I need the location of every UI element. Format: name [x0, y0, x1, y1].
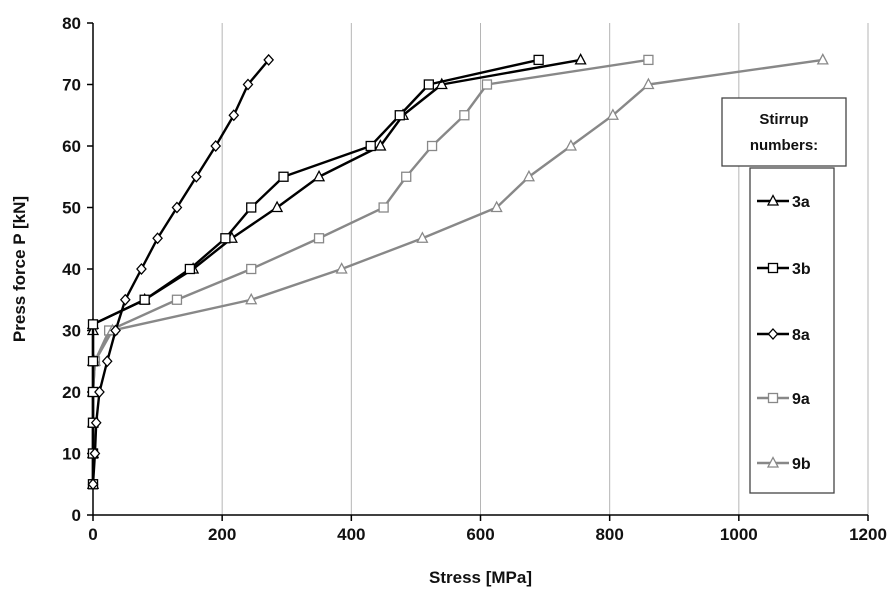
y-tick-label: 40: [62, 260, 81, 279]
x-tick-label: 1000: [720, 525, 758, 544]
x-tick-label: 400: [337, 525, 365, 544]
data-point-3b: [87, 319, 99, 330]
legend: Stirrup numbers: 3a 3b 8a 9a 9b: [721, 97, 847, 494]
data-point-8a: [94, 386, 105, 398]
legend-entry-8a: 8a: [757, 327, 810, 344]
data-point-9a: [481, 79, 493, 90]
data-point-9b: [522, 169, 536, 182]
data-point-8a: [87, 478, 99, 491]
data-point-3b: [423, 79, 434, 90]
legend-entry-9a: 9a: [757, 391, 810, 408]
data-point-9b: [490, 200, 503, 213]
data-point-3a: [312, 169, 326, 182]
data-point-3a: [270, 200, 284, 213]
legend-title-box: [721, 97, 847, 167]
data-point-3b: [220, 233, 231, 244]
data-point-8a: [152, 232, 163, 245]
legend-label-8a: 8a: [792, 327, 810, 344]
y-tick-label: 80: [62, 14, 81, 33]
legend-marker-3a: [766, 194, 780, 206]
x-axis-title: Stress [MPa]: [429, 568, 532, 587]
data-point-8a: [101, 355, 113, 368]
data-point-9a: [246, 263, 257, 275]
data-point-9a: [171, 294, 183, 305]
data-point-9a: [313, 233, 325, 244]
data-point-9b: [416, 231, 429, 243]
data-point-3b: [139, 294, 150, 305]
x-tick-label: 600: [466, 525, 494, 544]
x-tick-label: 200: [208, 525, 236, 544]
legend-marker-9a: [767, 392, 779, 404]
data-point-9b: [564, 139, 577, 151]
data-point-9a: [459, 110, 470, 121]
data-point-8a: [89, 447, 101, 460]
y-tick-label: 30: [62, 322, 81, 341]
legend-title-text: Stirrup: [759, 111, 808, 128]
series-8a: [87, 53, 275, 491]
legend-title-text: numbers:: [750, 137, 818, 154]
data-point-8a: [242, 78, 254, 91]
data-point-3b: [365, 140, 376, 152]
data-point-3a: [574, 53, 587, 65]
y-tick-label: 50: [62, 199, 81, 218]
y-axis-title: Press force P [kN]: [10, 196, 29, 342]
x-tick-label: 0: [88, 525, 97, 544]
data-point-3b: [278, 171, 289, 182]
data-point-8a: [210, 140, 222, 152]
data-point-3b: [246, 202, 257, 213]
y-tick-label: 0: [72, 506, 81, 525]
data-point-8a: [136, 263, 147, 275]
data-point-9b: [642, 77, 655, 90]
legend-entry-3a: 3a: [757, 194, 810, 211]
y-tick-label: 60: [62, 137, 81, 156]
data-point-8a: [110, 324, 121, 337]
legend-label-9a: 9a: [792, 391, 810, 408]
legend-marker-3b: [767, 262, 779, 274]
data-point-9b: [245, 292, 258, 305]
legend-label-3a: 3a: [792, 194, 810, 211]
data-point-8a: [171, 201, 183, 214]
data-point-8a: [119, 293, 131, 306]
data-point-8a: [263, 53, 275, 66]
legend-entries-box: [749, 167, 835, 494]
data-point-3b: [87, 356, 99, 367]
y-tick-label: 70: [62, 76, 81, 95]
data-point-9b: [335, 262, 348, 274]
data-point-3a: [435, 77, 448, 90]
grid: [221, 23, 869, 515]
data-point-9a: [643, 54, 654, 66]
data-point-8a: [228, 109, 240, 122]
data-point-8a: [90, 416, 102, 429]
data-point-9a: [378, 202, 389, 213]
data-point-3b: [184, 263, 196, 275]
legend-label-3b: 3b: [792, 261, 811, 278]
data-point-3b: [533, 54, 544, 66]
data-point-9a: [401, 171, 412, 182]
x-tick-label: 1200: [849, 525, 887, 544]
y-tick-label: 20: [62, 383, 81, 402]
legend-marker-9b: [766, 456, 780, 468]
data-point-3a: [374, 139, 387, 151]
data-point-9b: [606, 108, 619, 120]
y-tick-label: 10: [62, 445, 81, 464]
legend-entry-9b: 9b: [757, 456, 811, 473]
data-point-9a: [426, 140, 438, 152]
data-point-8a: [190, 170, 202, 183]
x-tick-label: 800: [595, 525, 623, 544]
series-lines: [86, 53, 829, 491]
legend-label-9b: 9b: [792, 456, 811, 473]
legend-marker-8a: [767, 328, 779, 340]
legend-entry-3b: 3b: [757, 261, 811, 278]
data-point-3b: [394, 110, 405, 121]
data-point-9b: [816, 53, 829, 65]
